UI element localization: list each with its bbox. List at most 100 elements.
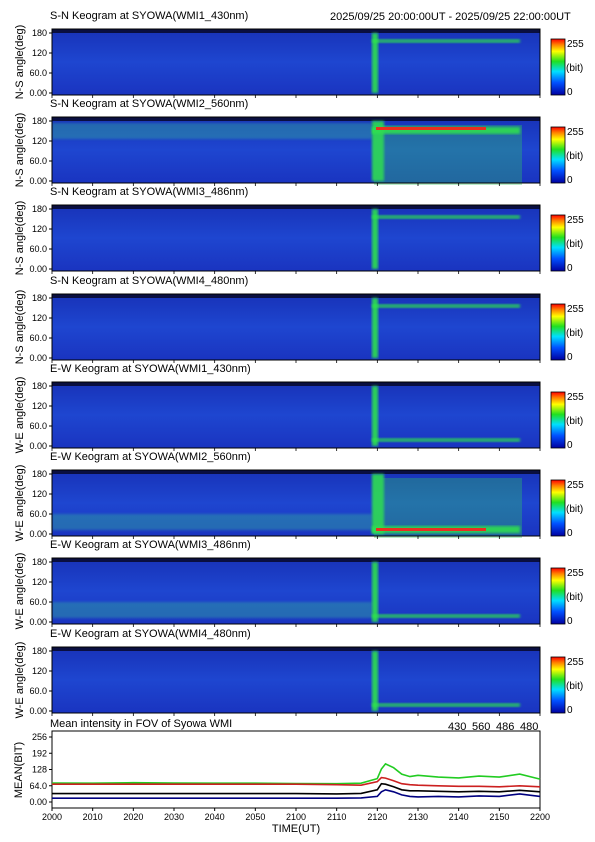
keogram-image (52, 205, 540, 271)
diffuse-aurora-band (52, 514, 372, 530)
x-tick-label: 2150 (489, 812, 509, 822)
keogram-title: E-W Keogram at SYOWA(WMI1_430nm) (50, 363, 251, 375)
keogram-panel-7: E-W Keogram at SYOWA(WMI3_486nm) 255 (bit)… (14, 539, 584, 629)
onset-arc (372, 121, 384, 181)
keogram-edge-strip (52, 29, 540, 33)
y-tick-label: 180 (32, 204, 47, 214)
y-tick-label: 64.0 (29, 781, 47, 791)
colorbar (550, 479, 566, 537)
keogram-y-label: N-S angle(deg) (14, 25, 26, 100)
y-tick-label: 120 (32, 48, 47, 58)
colorbar-max: 255 (567, 657, 584, 668)
keogram-panel-4: S-N Keogram at SYOWA(WMI4_480nm) 255 (bit)… (14, 275, 584, 364)
keogram-edge-strip (52, 647, 540, 651)
mean-plot-frame (51, 730, 541, 809)
y-tick-label: 0.00 (29, 264, 47, 274)
keogram-panel-8: E-W Keogram at SYOWA(WMI4_480nm) 255 (bit)… (14, 628, 584, 718)
colorbar-min: 0 (567, 440, 573, 451)
series-line-480 (52, 782, 541, 795)
keogram-panel-1: S-N Keogram at SYOWA(WMI1_430nm) 255 (bit)… (14, 10, 584, 99)
keogram-edge-strip (52, 117, 540, 121)
onset-arc (372, 562, 378, 622)
x-tick-label: 2200 (530, 812, 550, 822)
keogram-y-label: W-E angle(deg) (14, 377, 26, 454)
y-tick-label: 120 (32, 666, 47, 676)
x-tick-label: 2010 (83, 812, 103, 822)
mean-y-ticks: 256 192 128 64.0 0.00 (29, 732, 52, 807)
aurora-band (372, 304, 520, 308)
keogram-panel-2: S-N Keogram at SYOWA(WMI2_560nm) 255 (bit)… (14, 98, 584, 187)
mean-plot-title: Mean intensity in FOV of Syowa WMI (50, 718, 232, 730)
x-tick-label: 2030 (164, 812, 184, 822)
mean-series (51, 762, 541, 799)
intense-emission (376, 528, 486, 531)
y-tick-label: 0.00 (29, 176, 47, 186)
keogram-image (52, 382, 540, 448)
colorbar-min: 0 (567, 616, 573, 627)
colorbar-unit: (bit) (566, 681, 583, 692)
y-tick-label: 60.0 (29, 68, 47, 78)
y-tick-label: 120 (32, 313, 47, 323)
onset-arc (372, 209, 378, 269)
keogram-title: S-N Keogram at SYOWA(WMI1_430nm) (50, 10, 248, 22)
colorbar-max: 255 (567, 215, 584, 226)
legend-entry-486: 486 (496, 721, 514, 733)
aurora-band (372, 614, 520, 618)
y-tick-label: 0.00 (29, 529, 47, 539)
x-tick-label: 2020 (123, 812, 143, 822)
keogram-edge-strip (52, 558, 540, 562)
keogram-edge-strip (52, 382, 540, 386)
keogram-image (52, 647, 540, 713)
y-tick-label: 0.00 (29, 706, 47, 716)
diffuse-aurora-band (52, 602, 372, 618)
colorbar-max: 255 (567, 304, 584, 315)
mean-x-ticks: 2000 2010 2020 2030 2040 2050 2100 2110 2120 2130… (42, 808, 550, 822)
colorbar-max: 255 (567, 39, 584, 50)
keogram-y-label: N-S angle(deg) (14, 113, 26, 188)
colorbar-max: 255 (567, 127, 584, 138)
colorbar-min: 0 (567, 175, 573, 186)
colorbar (550, 567, 566, 625)
colorbar-unit: (bit) (566, 328, 583, 339)
colorbar-unit: (bit) (566, 504, 583, 515)
colorbar-unit: (bit) (566, 239, 583, 250)
onset-arc (372, 651, 378, 711)
keogram-y-label: W-E angle(deg) (14, 642, 26, 719)
keogram-title: E-W Keogram at SYOWA(WMI3_486nm) (50, 539, 251, 551)
colorbar-max: 255 (567, 568, 584, 579)
y-tick-label: 60.0 (29, 509, 47, 519)
y-tick-label: 180 (32, 646, 47, 656)
colorbar (550, 303, 566, 361)
y-tick-label: 0.00 (29, 88, 47, 98)
onset-arc (372, 33, 378, 93)
y-tick-label: 120 (32, 489, 47, 499)
aurora-band (372, 703, 520, 707)
x-tick-label: 2130 (408, 812, 428, 822)
y-tick-label: 60.0 (29, 244, 47, 254)
x-tick-label: 2100 (286, 812, 306, 822)
mean-x-label: TIME(UT) (272, 823, 320, 835)
colorbar-max: 255 (567, 480, 584, 491)
mean-intensity-plot: Mean intensity in FOV of Syowa WMI 430 56… (13, 718, 550, 835)
keogram-title: S-N Keogram at SYOWA(WMI3_486nm) (50, 186, 248, 198)
x-tick-label: 2120 (367, 812, 387, 822)
x-tick-label: 2040 (205, 812, 225, 822)
y-tick-label: 60.0 (29, 597, 47, 607)
y-tick-label: 0.00 (29, 441, 47, 451)
colorbar-min: 0 (567, 352, 573, 363)
keogram-y-label: N-S angle(deg) (14, 290, 26, 365)
colorbar (550, 656, 566, 714)
legend: 430 560 486 480 (448, 721, 538, 733)
series-line-560 (51, 762, 541, 785)
keogram-image (52, 29, 540, 95)
y-tick-label: 180 (32, 116, 47, 126)
series-line-486 (52, 776, 541, 788)
aurora-band (372, 215, 520, 219)
mean-y-label: MEAN(BIT) (13, 742, 25, 798)
keogram-edge-strip (52, 205, 540, 209)
y-tick-label: 180 (32, 293, 47, 303)
y-tick-label: 120 (32, 224, 47, 234)
onset-arc (372, 298, 378, 358)
y-tick-label: 256 (32, 732, 47, 742)
colorbar-unit: (bit) (566, 151, 583, 162)
